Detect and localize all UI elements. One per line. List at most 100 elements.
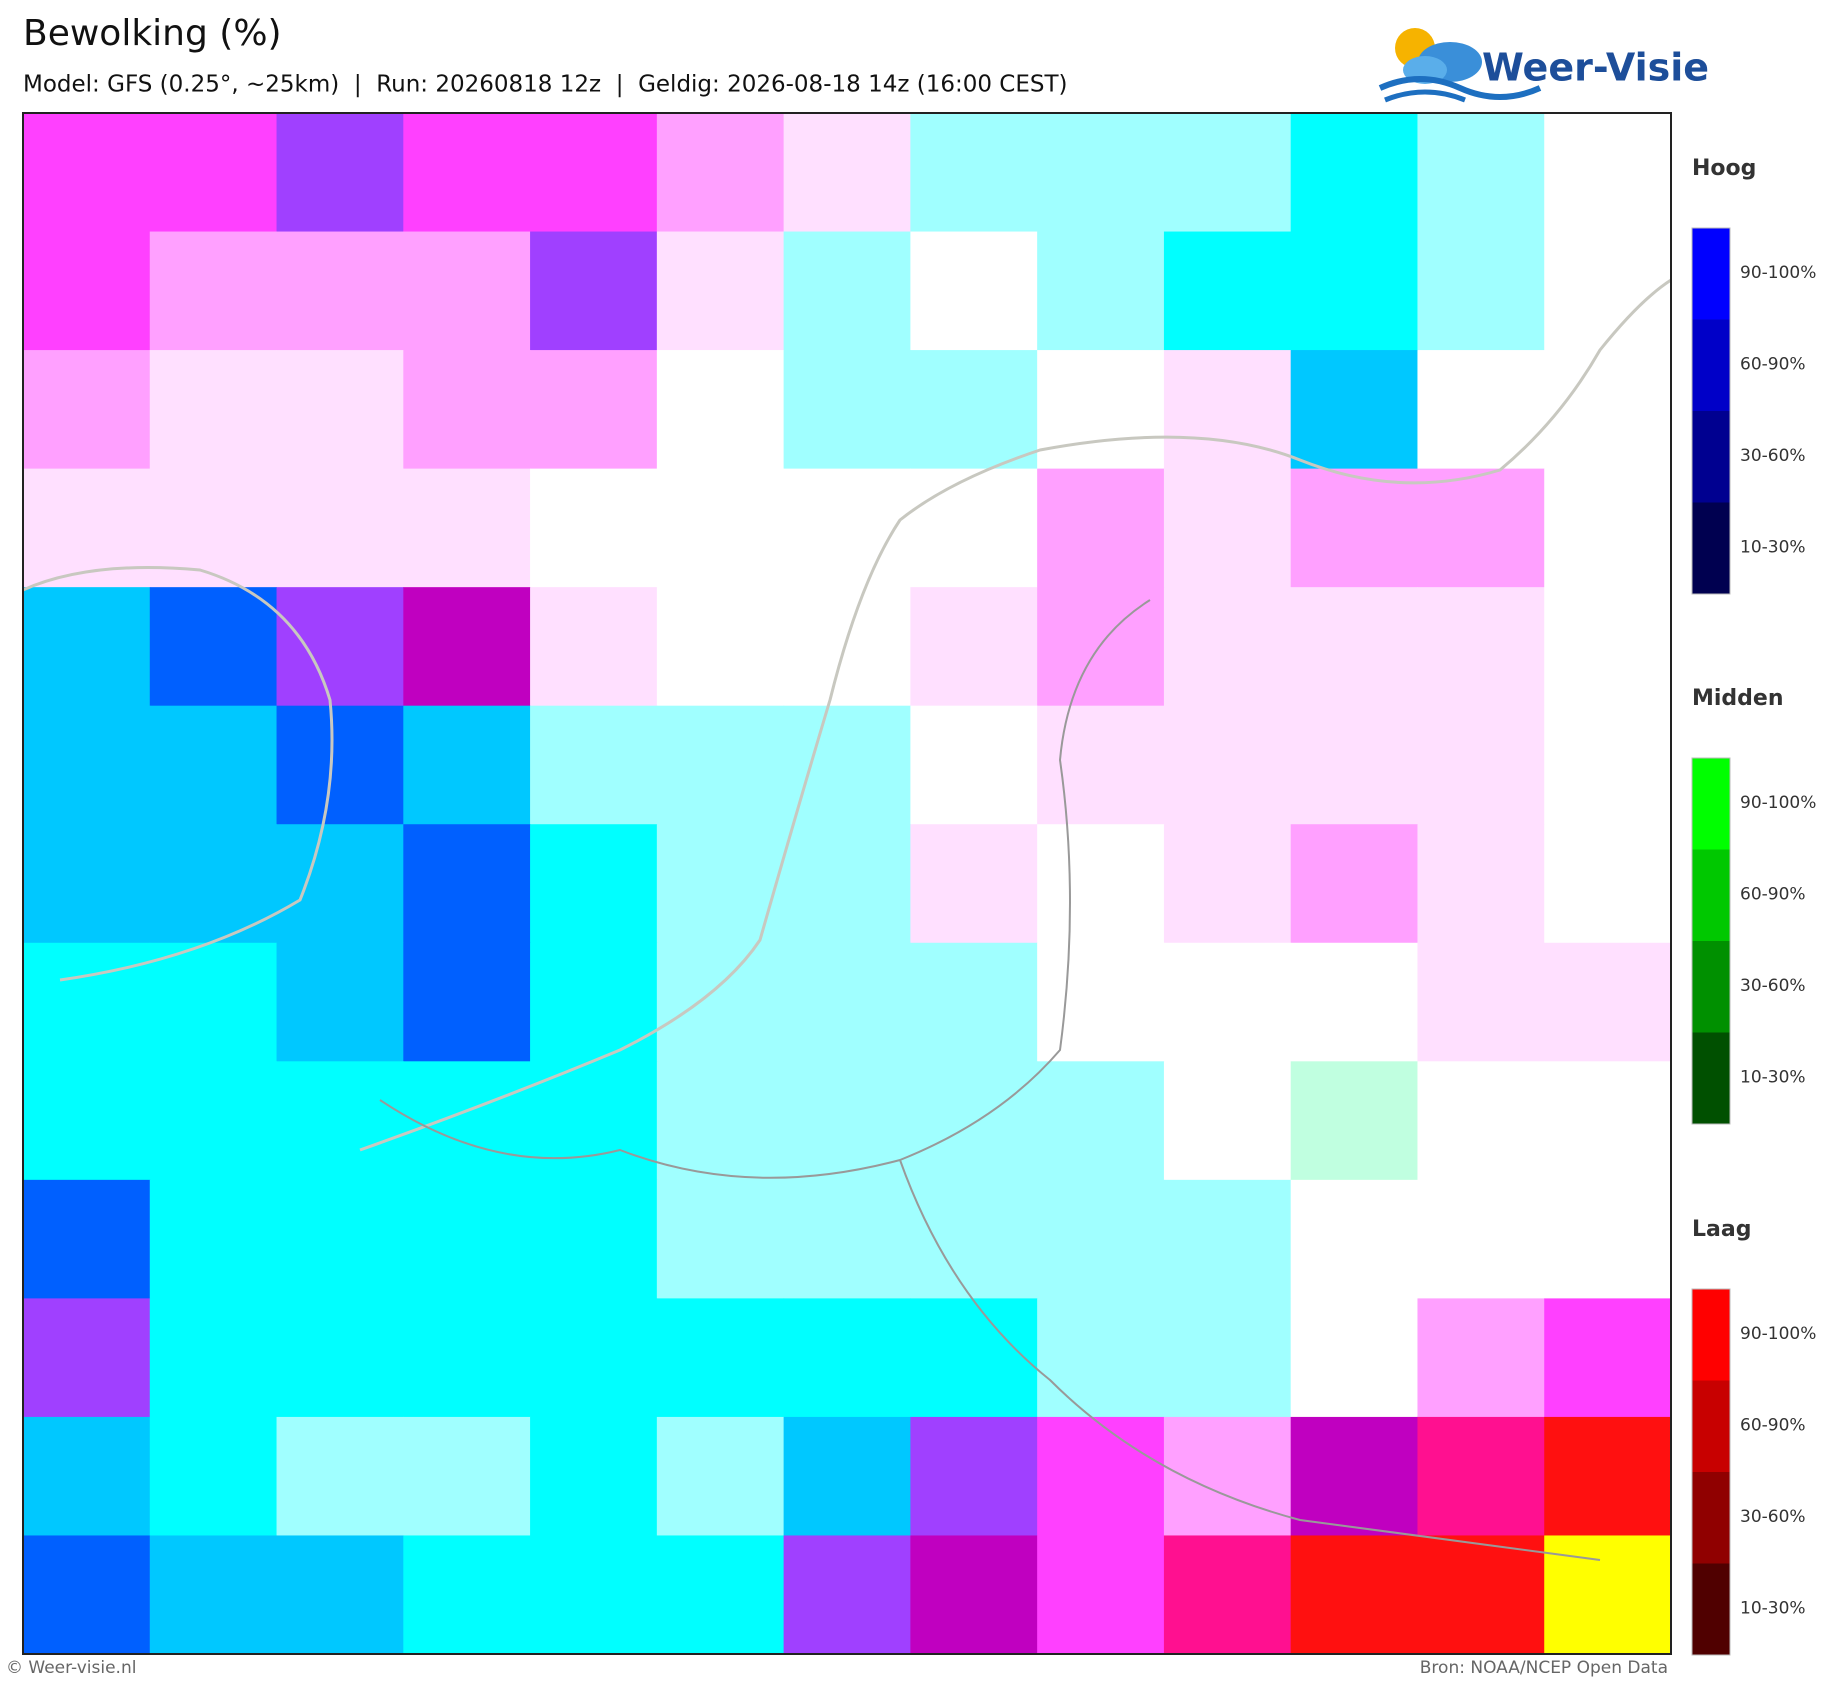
- cloud-cell: [149, 468, 278, 588]
- cloud-cell: [1544, 1535, 1672, 1655]
- legend-title: Laag: [1692, 1217, 1751, 1242]
- cloud-cell: [656, 1061, 785, 1181]
- legend-title: Midden: [1692, 686, 1784, 711]
- cloud-cell: [1544, 1061, 1672, 1181]
- cloud-cell: [1163, 113, 1292, 233]
- legend-label: 60-90%: [1740, 1416, 1806, 1436]
- legend-swatch: [1692, 319, 1730, 411]
- legend-label: 90-100%: [1740, 263, 1816, 283]
- cloud-cell: [530, 824, 658, 944]
- cloud-cell: [403, 705, 531, 825]
- footer-right: Bron: NOAA/NCEP Open Data: [1420, 1658, 1668, 1678]
- cloud-cell: [403, 1298, 531, 1418]
- cloud-cell: [910, 1298, 1038, 1418]
- cloud-cell: [149, 587, 278, 707]
- cloud-cell: [23, 1061, 151, 1181]
- cloud-cell: [656, 468, 785, 588]
- cloud-cell: [1417, 587, 1545, 707]
- cloud-cell: [23, 705, 151, 825]
- cloud-cell: [403, 942, 531, 1062]
- legend-swatch: [1692, 1289, 1730, 1381]
- cloud-cell: [149, 1179, 278, 1299]
- cloud-cell: [1544, 824, 1672, 944]
- cloud-cell: [23, 231, 151, 351]
- cloud-cell: [403, 824, 531, 944]
- legend-label: 10-30%: [1740, 538, 1806, 558]
- legend-label: 60-90%: [1740, 885, 1806, 905]
- cloud-cell: [276, 824, 404, 944]
- cloud-cell: [149, 942, 278, 1062]
- cloud-cell: [910, 231, 1038, 351]
- cloud-cell: [1290, 705, 1418, 825]
- cloud-cell: [1417, 1179, 1545, 1299]
- cloud-cell: [1290, 942, 1418, 1062]
- cloud-cell: [149, 824, 278, 944]
- cloud-cell: [1417, 350, 1545, 470]
- cloud-cell: [23, 113, 151, 233]
- cloud-cell: [276, 705, 404, 825]
- cloud-cell: [1163, 1298, 1292, 1418]
- cloud-cell: [23, 1298, 151, 1418]
- cloud-cell: [530, 113, 658, 233]
- legend-swatch: [1692, 411, 1730, 503]
- cloud-cell: [1290, 1298, 1418, 1418]
- cloud-cell: [149, 705, 278, 825]
- legend-frame: [1691, 757, 1731, 1125]
- cloud-cell: [1037, 350, 1165, 470]
- cloud-cell: [1544, 113, 1672, 233]
- cloud-cell: [1037, 1416, 1165, 1536]
- cloud-cell: [1163, 468, 1292, 588]
- cloud-cell: [656, 587, 785, 707]
- legend-label: 30-60%: [1740, 446, 1806, 466]
- cloud-cell: [1163, 1535, 1292, 1655]
- cloud-cell: [1163, 231, 1292, 351]
- cloud-cell: [403, 1061, 531, 1181]
- legend: Hoog 90-100% 60-90% 30-60% 10-30% Midden 90-10…: [1691, 156, 1816, 1656]
- cloud-cell: [910, 1535, 1038, 1655]
- legend-swatch: [1692, 941, 1730, 1033]
- cloud-cell: [1417, 705, 1545, 825]
- cloud-cell: [1544, 1179, 1672, 1299]
- map: [22, 113, 1672, 1655]
- legend-frame: [1691, 227, 1731, 595]
- cloud-cell: [530, 942, 658, 1062]
- cloud-cell: [403, 113, 531, 233]
- cloud-cell: [23, 1179, 151, 1299]
- cloud-cell: [1417, 231, 1545, 351]
- cloud-cell: [149, 1535, 278, 1655]
- legend-label: 90-100%: [1740, 1324, 1816, 1344]
- cloud-cell: [1037, 587, 1165, 707]
- cloud-cell: [1163, 942, 1292, 1062]
- cloud-cell: [1037, 113, 1165, 233]
- cloud-cell: [276, 113, 404, 233]
- cloud-cell: [783, 1298, 911, 1418]
- cloud-cell: [656, 942, 785, 1062]
- cloud-cell: [530, 350, 658, 470]
- cloud-cell: [1417, 1298, 1545, 1418]
- cloud-cell: [276, 587, 404, 707]
- cloud-cell: [910, 113, 1038, 233]
- cloud-cell: [1290, 1416, 1418, 1536]
- cloud-cell: [1037, 1535, 1165, 1655]
- cloud-cell: [149, 231, 278, 351]
- cloud-cell: [276, 231, 404, 351]
- cloud-cell: [1163, 587, 1292, 707]
- cloud-cell: [149, 1416, 278, 1536]
- cloud-cell: [1544, 705, 1672, 825]
- cloud-cell: [1163, 824, 1292, 944]
- cloud-cell: [403, 350, 531, 470]
- cloud-cell: [530, 587, 658, 707]
- cloud-cell: [1544, 1298, 1672, 1418]
- cloud-cell: [783, 705, 911, 825]
- cloud-cell: [403, 1535, 531, 1655]
- cloud-cell: [1417, 1061, 1545, 1181]
- legend-swatch: [1692, 1380, 1730, 1472]
- cloud-cell: [1037, 942, 1165, 1062]
- cloud-cell: [656, 1298, 785, 1418]
- cloud-cell: [656, 350, 785, 470]
- cloud-cell: [910, 824, 1038, 944]
- cloud-cell: [1163, 1061, 1292, 1181]
- cloud-cell: [783, 587, 911, 707]
